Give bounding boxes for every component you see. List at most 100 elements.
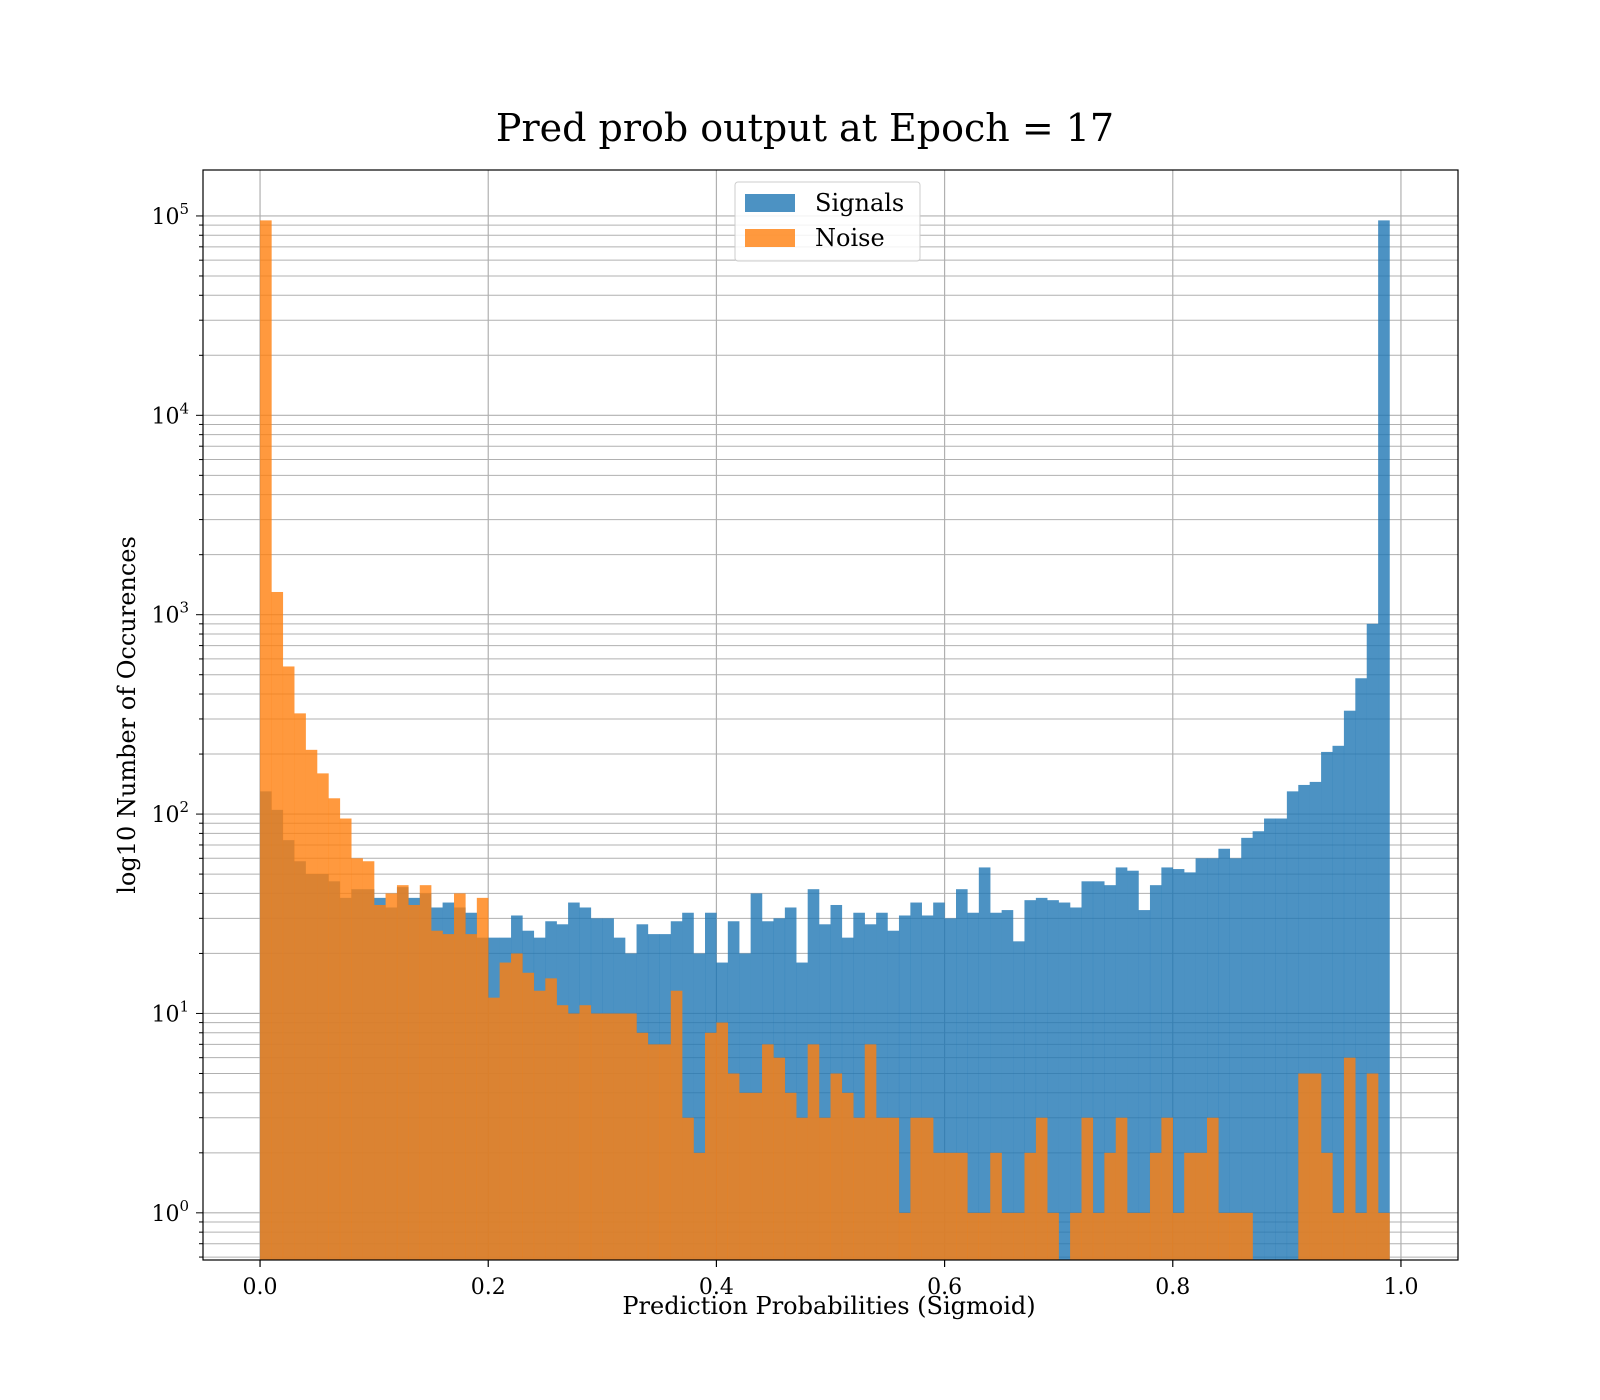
bar-noise	[716, 1022, 729, 1260]
axes: 0.0 0.2 0.4 0.6 0.8 1.0 100 101 102 103 104 105	[151, 169, 1459, 1300]
bar-signals	[967, 912, 980, 1260]
y-axis-label: log10 Number of Occurences	[113, 536, 141, 894]
bar-noise	[556, 1005, 569, 1260]
bar-noise	[568, 1013, 580, 1260]
bar-noise	[784, 1092, 797, 1260]
bar-noise	[408, 904, 420, 1260]
x-tick-label: 0.6	[927, 1275, 962, 1300]
bar-noise	[1332, 1212, 1345, 1260]
legend-label-noise: Noise	[815, 224, 885, 252]
bar-signals	[784, 907, 797, 1260]
bar-noise	[830, 1073, 843, 1260]
x-tick-label: 1.0	[1383, 1275, 1418, 1300]
bar-signals	[1218, 848, 1231, 1260]
bar-noise	[1024, 1152, 1037, 1260]
x-tick-label: 0.2	[471, 1275, 506, 1300]
bar-signals	[876, 912, 888, 1260]
bar-signals	[898, 915, 911, 1260]
bar-noise	[419, 885, 432, 1260]
bar-noise	[602, 1013, 614, 1260]
bar-signals	[1286, 791, 1299, 1260]
plot-frame	[202, 169, 1459, 1261]
bar-signals	[1264, 818, 1276, 1260]
bar-noise	[1127, 1212, 1139, 1260]
bar-signals	[1298, 784, 1310, 1260]
bar-noise	[1229, 1212, 1242, 1260]
bar-noise	[590, 1013, 603, 1260]
x-tick-label: 0.4	[699, 1275, 734, 1300]
bar-noise	[910, 1117, 922, 1260]
bar-noise	[1172, 1212, 1185, 1260]
bar-signals	[1184, 872, 1196, 1260]
bar-noise	[545, 978, 557, 1260]
bar-noise	[1321, 1152, 1333, 1260]
bar-signals	[1047, 900, 1059, 1260]
bar-signals	[933, 902, 945, 1260]
bar-signals	[910, 902, 922, 1260]
bar-noise	[944, 1152, 957, 1260]
bar-signals	[1378, 220, 1390, 1260]
bar-noise	[1207, 1117, 1219, 1260]
x-tick-label: 0.0	[243, 1275, 278, 1300]
bar-noise	[1298, 1073, 1310, 1260]
bar-noise	[476, 897, 489, 1260]
bar-noise	[1081, 1117, 1094, 1260]
bar-noise	[693, 1152, 706, 1260]
bar-signals	[1161, 867, 1173, 1260]
legend-swatch-signals	[745, 194, 795, 212]
bar-noise	[1001, 1212, 1014, 1260]
bar-signals	[796, 962, 808, 1260]
bar-signals	[1058, 902, 1071, 1260]
bar-signals	[1321, 751, 1333, 1260]
bar-noise	[374, 904, 386, 1260]
bar-signals	[1309, 781, 1322, 1260]
bar-signals	[1241, 837, 1253, 1260]
bar-noise	[625, 1013, 637, 1260]
bar-noise	[454, 893, 466, 1260]
bar-noise	[864, 1044, 877, 1260]
bar-signals	[1366, 623, 1379, 1260]
bar-noise	[260, 220, 272, 1260]
bar-noise	[328, 798, 341, 1260]
bar-noise	[1218, 1212, 1231, 1260]
bar-noise	[1366, 1073, 1379, 1260]
bar-signals	[750, 893, 763, 1260]
bar-noise	[305, 749, 318, 1260]
bar-noise	[533, 990, 546, 1260]
bar-noise	[659, 1044, 671, 1260]
bar-noise	[1343, 1057, 1356, 1260]
bar-signals	[1092, 881, 1105, 1260]
bar-noise	[682, 1117, 694, 1260]
bar-noise	[579, 1005, 592, 1260]
bar-noise	[431, 930, 443, 1260]
bar-noise	[921, 1117, 934, 1260]
y-tick-label: 101	[151, 997, 189, 1027]
bar-noise	[1184, 1152, 1196, 1260]
bar-signals	[1355, 678, 1367, 1260]
bar-noise	[807, 1044, 820, 1260]
bar-signals	[1115, 867, 1128, 1260]
bar-noise	[1195, 1152, 1208, 1260]
bar-noise	[1149, 1152, 1162, 1260]
bar-noise	[1115, 1117, 1128, 1260]
bar-noise	[956, 1152, 968, 1260]
bar-signals	[1207, 858, 1219, 1260]
bar-noise	[727, 1073, 740, 1260]
x-axis-label: Prediction Probabilities (Sigmoid)	[622, 1292, 1035, 1320]
bar-noise	[1013, 1212, 1025, 1260]
bar-noise	[351, 858, 363, 1260]
bar-noise	[670, 990, 683, 1260]
y-tick-label: 103	[151, 599, 189, 629]
bar-noise	[282, 666, 295, 1260]
bar-noise	[796, 1117, 808, 1260]
bar-signals	[1127, 870, 1139, 1260]
bar-noise	[1035, 1117, 1048, 1260]
bar-signals	[682, 912, 694, 1260]
bar-signals	[1081, 881, 1094, 1260]
bar-signals	[1138, 910, 1151, 1260]
bar-noise	[1378, 1212, 1390, 1260]
bar-noise	[978, 1212, 991, 1260]
bar-signals	[1024, 900, 1037, 1260]
bar-signals	[1035, 897, 1048, 1260]
bar-signals	[1332, 745, 1345, 1260]
